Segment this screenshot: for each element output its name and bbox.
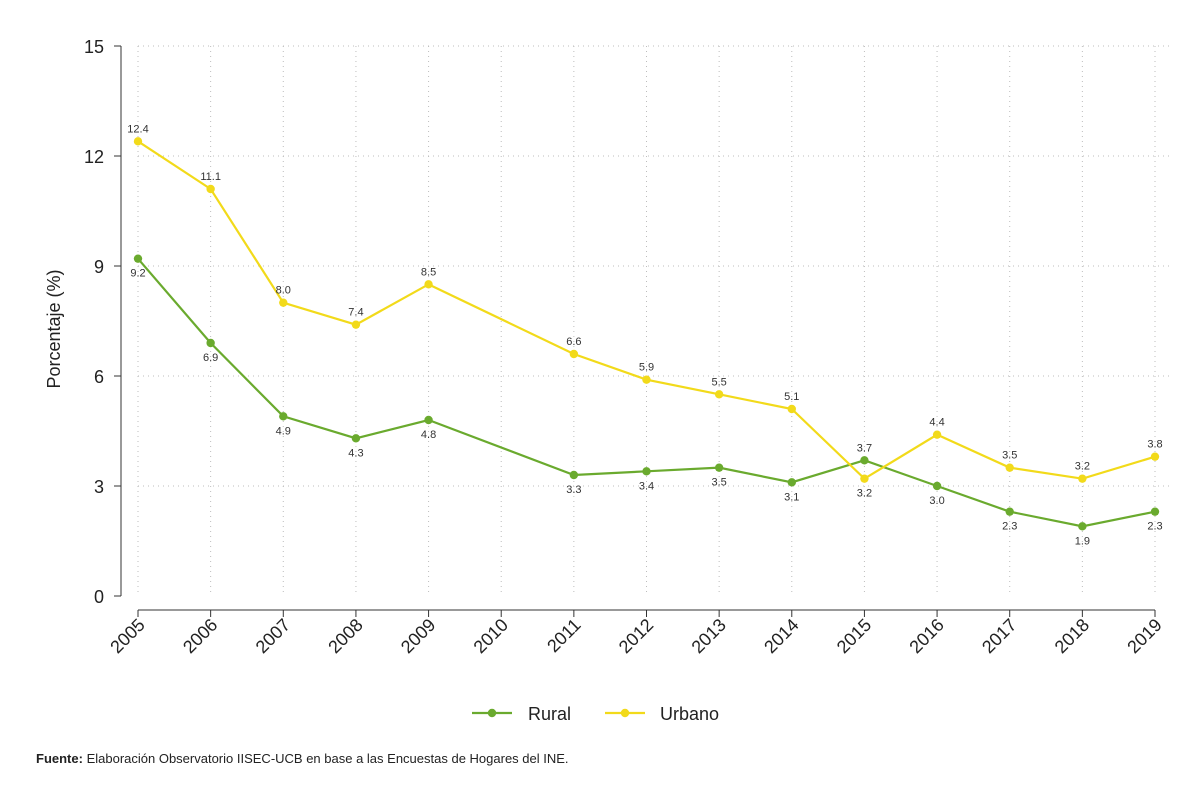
source-text: Elaboración Observatorio IISEC-UCB en ba…: [82, 751, 569, 766]
legend-marker-urbano: [620, 708, 630, 718]
data-point-rural: [642, 467, 651, 476]
data-point-rural: [1005, 507, 1014, 516]
data-point-rural: [351, 434, 361, 443]
data-point-urbano: [860, 474, 869, 483]
data-label-rural: 4.3: [348, 447, 363, 459]
data-label-urbano: 3.2: [1075, 461, 1090, 473]
x-tick-label: 2008: [324, 615, 366, 657]
y-tick-label: 9: [94, 257, 104, 277]
data-label-rural: 2.3: [1002, 521, 1017, 533]
data-label-rural: 3.5: [711, 477, 726, 489]
data-label-rural: 9.2: [130, 268, 145, 280]
data-point-urbano: [424, 280, 433, 289]
data-label-urbano: 3.8: [1147, 439, 1162, 451]
data-point-urbano: [642, 375, 651, 384]
data-point-urbano: [351, 320, 361, 329]
legend-label-rural: Rural: [528, 704, 571, 724]
data-label-urbano: 3.2: [857, 488, 872, 500]
x-tick-label: 2013: [688, 615, 730, 657]
data-point-rural: [279, 412, 288, 421]
x-tick-label: 2005: [106, 615, 148, 657]
data-label-rural: 3.3: [566, 484, 581, 496]
data-label-urbano: 4.4: [929, 417, 944, 429]
data-label-rural: 1.9: [1075, 535, 1090, 547]
data-point-urbano: [569, 349, 579, 359]
y-axis-title: Porcentaje (%): [44, 269, 64, 388]
data-point-urbano: [932, 430, 942, 439]
series-line-urbano: [137, 140, 1156, 481]
data-point-rural: [714, 463, 724, 472]
data-label-urbano: 12.4: [127, 123, 148, 135]
data-point-rural: [206, 338, 215, 348]
source-note: Fuente: Elaboración Observatorio IISEC-U…: [36, 751, 569, 766]
x-tick-label: 2009: [397, 615, 439, 657]
data-point-urbano: [1078, 474, 1087, 483]
series-line-rural: [137, 257, 1156, 528]
data-point-urbano: [206, 184, 215, 194]
data-label-rural: 3.0: [929, 495, 944, 507]
legend-marker-rural: [487, 708, 497, 718]
data-label-rural: 3.7: [857, 442, 872, 454]
x-tick-label: 2017: [978, 615, 1020, 657]
data-point-urbano: [1005, 463, 1014, 472]
data-label-urbano: 3.5: [1002, 450, 1017, 462]
data-label-urbano: 5.5: [711, 376, 726, 388]
x-tick-label: 2010: [470, 615, 512, 657]
y-tick-label: 6: [94, 367, 104, 387]
data-label-urbano: 8.5: [421, 266, 436, 278]
data-point-rural: [1150, 507, 1160, 516]
data-point-rural: [860, 456, 869, 465]
data-point-urbano: [133, 137, 143, 146]
y-tick-label: 3: [94, 477, 104, 497]
y-tick-label: 15: [84, 37, 104, 57]
data-point-rural: [424, 415, 433, 425]
data-point-rural: [133, 254, 143, 263]
data-point-rural: [932, 481, 942, 491]
x-tick-label: 2012: [615, 615, 657, 657]
data-point-urbano: [714, 390, 724, 399]
data-point-urbano: [279, 298, 288, 307]
x-tick-label: 2015: [833, 615, 875, 657]
x-tick-label: 2014: [760, 615, 802, 657]
data-label-rural: 3.1: [784, 491, 799, 503]
legend-label-urbano: Urbano: [660, 704, 719, 724]
data-label-rural: 4.9: [276, 425, 291, 437]
x-tick-label: 2018: [1051, 615, 1093, 657]
data-label-urbano: 5.9: [639, 362, 654, 374]
data-label-urbano: 7.4: [348, 307, 363, 319]
data-label-urbano: 11.1: [200, 171, 221, 183]
y-tick-label: 12: [84, 147, 104, 167]
data-point-rural: [787, 478, 796, 487]
data-label-urbano: 8.0: [276, 285, 291, 297]
data-label-rural: 3.4: [639, 480, 654, 492]
x-tick-label: 2007: [252, 615, 294, 657]
x-tick-label: 2019: [1123, 615, 1165, 657]
data-label-rural: 6.9: [203, 352, 218, 364]
source-label: Fuente:: [36, 751, 83, 766]
data-label-urbano: 5.1: [784, 391, 799, 403]
data-point-urbano: [1150, 452, 1160, 461]
x-tick-label: 2011: [543, 615, 585, 657]
data-point-rural: [1078, 522, 1087, 531]
data-label-rural: 2.3: [1147, 521, 1162, 533]
data-label-urbano: 6.6: [566, 336, 581, 348]
data-label-rural: 4.8: [421, 429, 436, 441]
data-point-rural: [569, 470, 579, 480]
x-tick-label: 2006: [179, 615, 221, 657]
data-point-urbano: [787, 404, 796, 414]
x-tick-label: 2016: [905, 615, 947, 657]
y-tick-label: 0: [94, 587, 104, 607]
